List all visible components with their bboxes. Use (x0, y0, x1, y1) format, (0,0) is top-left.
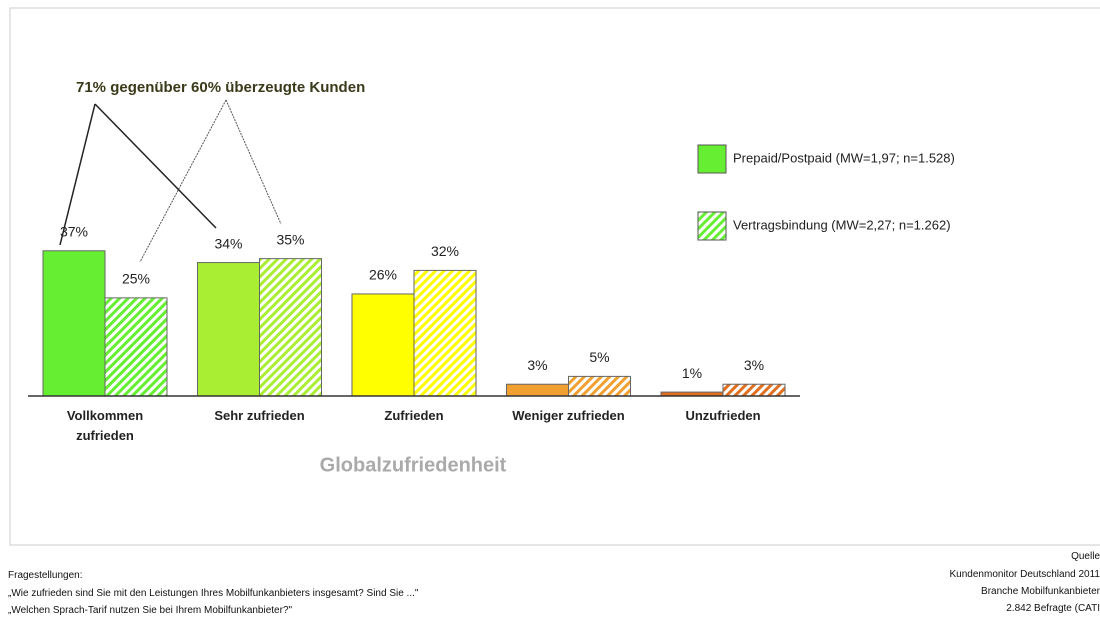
annotation: 71% gegenüber 60% überzeugte Kunden (76, 79, 365, 96)
footer-text: Fragestellungen: (8, 570, 83, 581)
value-label: 26% (369, 267, 397, 283)
x-tick-label: Zufrieden (384, 408, 444, 423)
annotation-line (139, 99, 227, 263)
annotation-line (94, 103, 217, 229)
bar (42, 250, 106, 397)
legend-label: Vertragsbindung (MW=2,27; n=1.262) (733, 217, 951, 232)
bar (506, 383, 569, 397)
value-label: 5% (589, 349, 609, 365)
value-label: 32% (431, 243, 459, 259)
bar (568, 375, 631, 397)
annotation-line (59, 103, 96, 246)
legend-swatch (697, 211, 727, 241)
x-axis-title: Globalzufriedenheit (320, 454, 507, 476)
value-label: 34% (214, 235, 242, 251)
bar (197, 262, 260, 397)
value-label: 3% (527, 357, 547, 373)
x-tick-label: Vollkommen zufrieden (66, 408, 144, 443)
x-tick-label: Sehr zufrieden (214, 408, 305, 423)
source-text: Kundenmonitor Deutschland 2011 (949, 569, 1100, 580)
bar (413, 269, 477, 397)
footer-text: „Wie zufrieden sind Sie mit den Leistung… (8, 588, 419, 599)
footer-text: „Welchen Sprach-Tarif nutzen Sie bei Ihr… (8, 605, 293, 616)
bar (104, 297, 168, 397)
legend-label: Prepaid/Postpaid (MW=1,97; n=1.528) (733, 150, 955, 165)
value-label: 3% (744, 357, 764, 373)
source-text: Quelle (1071, 551, 1100, 562)
chart-frame (9, 7, 1100, 546)
value-label: 37% (60, 223, 88, 239)
annotation-line (225, 99, 282, 225)
value-label: 35% (276, 231, 304, 247)
x-tick-label: Unzufrieden (685, 408, 761, 423)
legend-swatch (697, 144, 727, 174)
value-label: 25% (122, 271, 150, 287)
value-label: 1% (682, 365, 702, 381)
source-text: 2.842 Befragte (CATI (1006, 603, 1100, 614)
bar (259, 258, 322, 397)
x-tick-label: Weniger zufrieden (512, 408, 625, 423)
bar (351, 293, 415, 397)
bar (722, 383, 786, 397)
source-text: Branche Mobilfunkanbieter (981, 586, 1100, 597)
